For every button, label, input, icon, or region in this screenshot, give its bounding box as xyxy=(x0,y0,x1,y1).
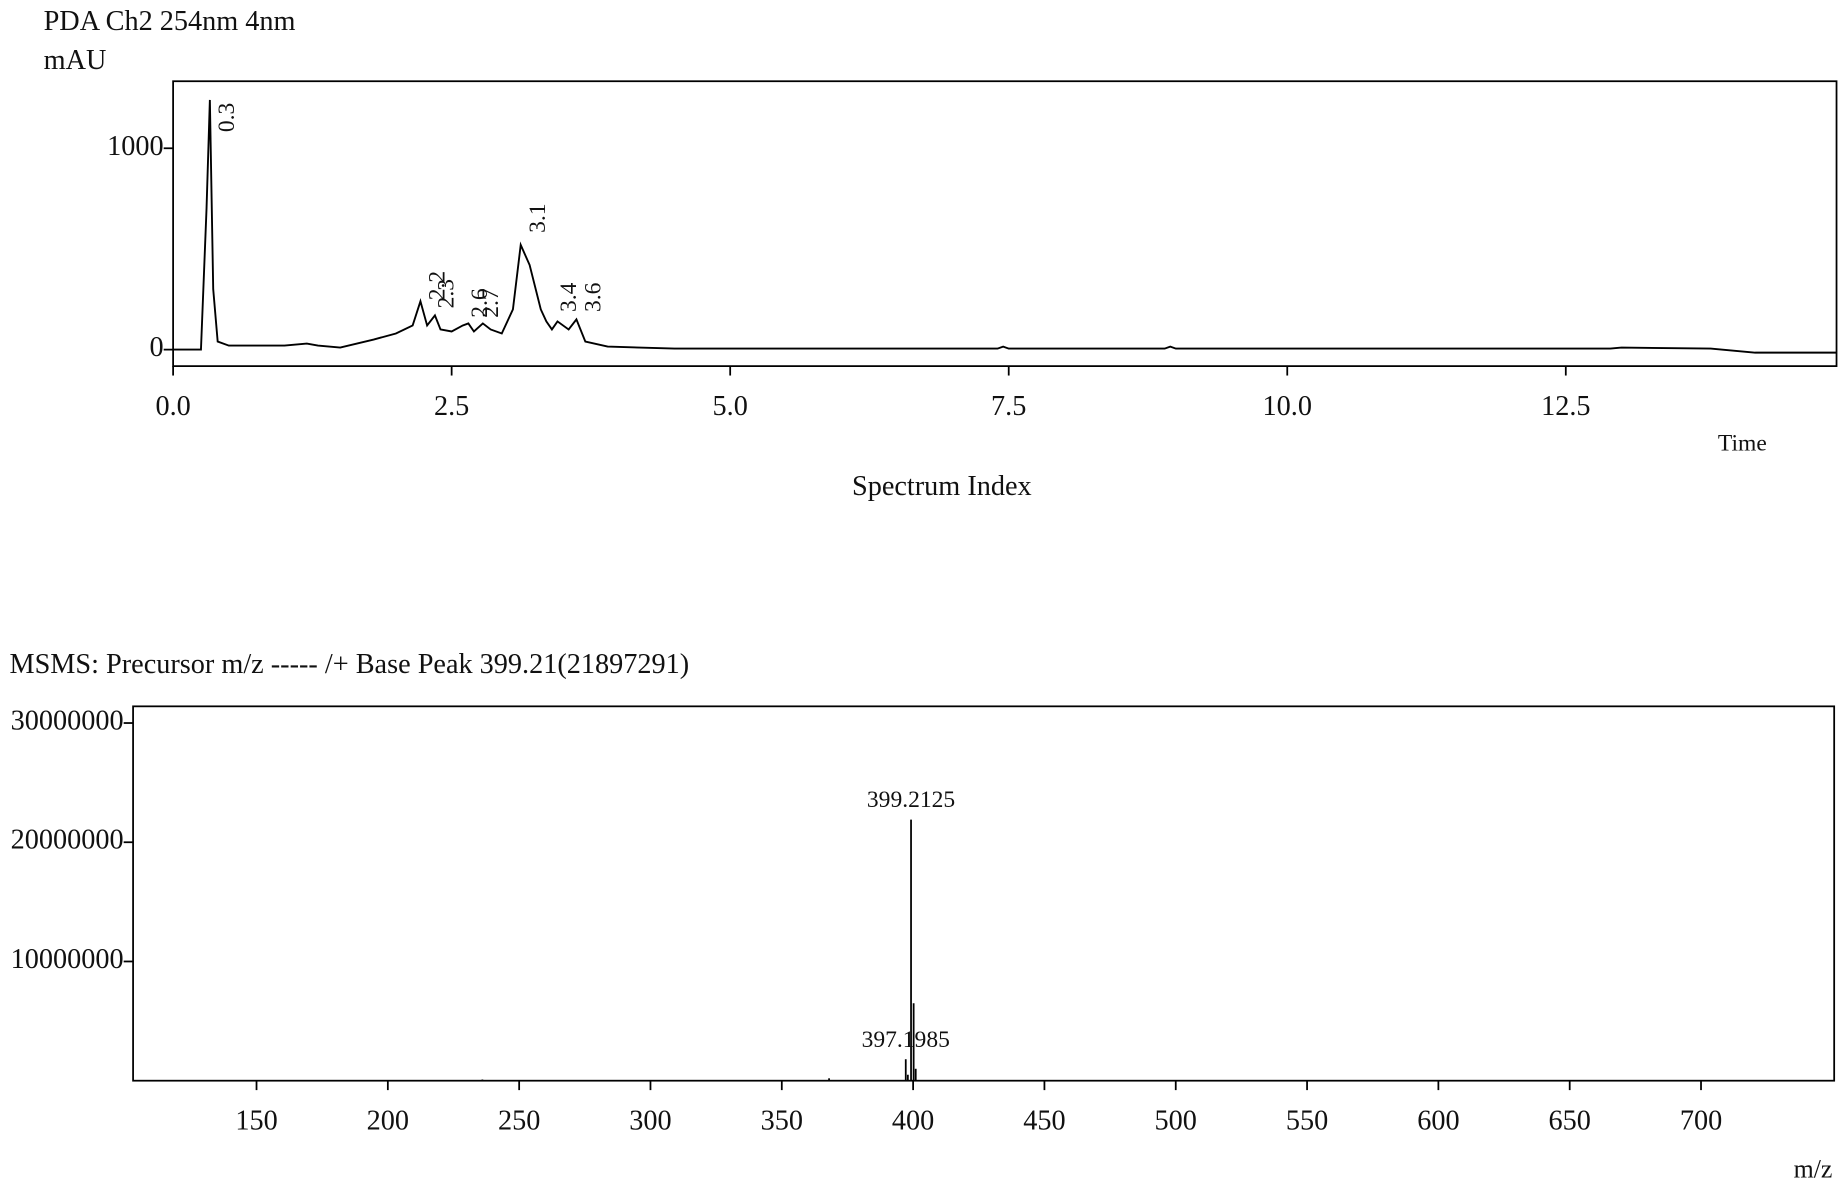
x-tick-label: 300 xyxy=(629,1106,671,1137)
x-tick-label: 12.5 xyxy=(1541,391,1590,422)
y-tick-label: 30000000 xyxy=(11,706,124,737)
y-tick-label: 10000000 xyxy=(11,944,124,975)
chart-title: MSMS: Precursor m/z ----- /+ Base Peak 3… xyxy=(9,649,689,680)
x-tick-label: 500 xyxy=(1155,1106,1197,1137)
x-tick-label: 7.5 xyxy=(991,391,1026,422)
peak-label: 3.6 xyxy=(581,282,607,312)
peak-label: 2.2 xyxy=(425,271,451,300)
peak-label: 0.3 xyxy=(214,103,240,132)
chart-title: PDA Ch2 254nm 4nm xyxy=(44,6,296,37)
x-tick-label: 150 xyxy=(235,1106,277,1137)
x-tick-label: 200 xyxy=(367,1106,409,1137)
y-axis-label: mAU xyxy=(44,45,107,76)
y-tick-label: 1000 xyxy=(107,131,164,162)
x-axis-label: Spectrum Index xyxy=(852,471,1032,502)
plot-frame xyxy=(132,705,1836,1082)
trace-line xyxy=(173,99,1837,354)
x-tick-label: 650 xyxy=(1549,1106,1591,1137)
x-tick-label: 450 xyxy=(1023,1106,1065,1137)
x-tick-label: 5.0 xyxy=(713,391,748,422)
x-tick-label: 600 xyxy=(1417,1106,1459,1137)
x-tick-label: 400 xyxy=(892,1106,934,1137)
x-tick-label: 250 xyxy=(498,1106,540,1137)
peak-label: 397.1985 xyxy=(862,1027,950,1053)
x-tick-label: 550 xyxy=(1286,1106,1328,1137)
peak-label: 2.3 xyxy=(434,279,460,308)
x-tick-label: 350 xyxy=(761,1106,803,1137)
y-tick-label: 0 xyxy=(150,332,164,363)
peak-label: 3.4 xyxy=(556,282,582,312)
x-tick-label: 2.5 xyxy=(434,391,469,422)
plot-frame xyxy=(172,80,1838,368)
x-axis-label: m/z xyxy=(1794,1154,1833,1183)
x-axis-unit: Time xyxy=(1718,430,1767,456)
y-tick-label: 20000000 xyxy=(11,825,124,856)
x-tick-label: 10.0 xyxy=(1263,391,1312,422)
x-tick-label: 0.0 xyxy=(155,391,190,422)
x-tick-label: 700 xyxy=(1680,1106,1722,1137)
peak-label: 3.1 xyxy=(525,203,551,232)
peak-label: 2.6 xyxy=(467,288,493,318)
peak-label: 2.7 xyxy=(478,288,504,318)
peak-label: 399.2125 xyxy=(867,787,955,813)
